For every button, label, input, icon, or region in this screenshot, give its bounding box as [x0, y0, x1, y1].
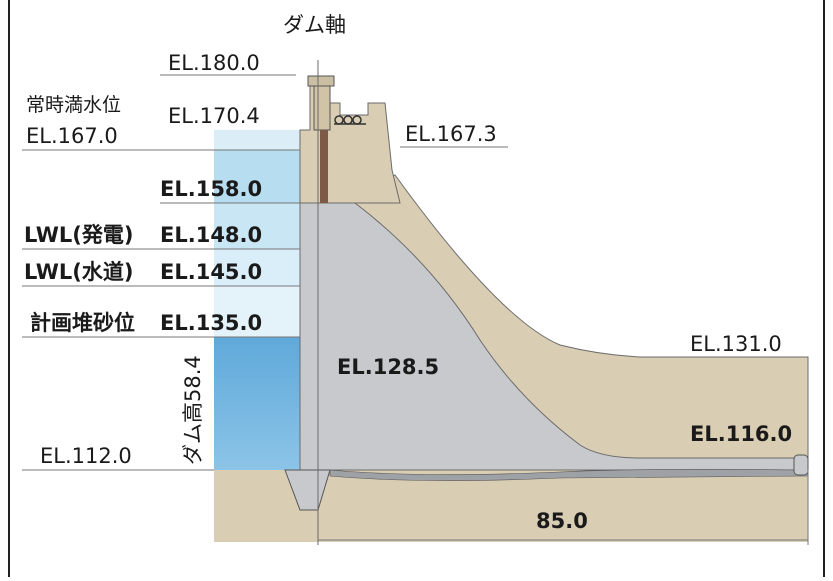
dam-axis-label: ダム軸 — [283, 13, 346, 37]
water-surcharge-zone — [214, 130, 300, 150]
water-sediment-zone — [214, 337, 300, 470]
lwl-power-title: LWL(発電) — [24, 223, 134, 247]
foundation-label: EL.112.0 — [40, 444, 132, 468]
lwl-water-title: LWL(水道) — [24, 260, 134, 284]
water-sediment-upper-zone — [214, 286, 300, 337]
base-length-label: 85.0 — [536, 509, 588, 533]
intake-tower — [313, 85, 331, 131]
gate-slot — [320, 130, 328, 203]
flood-water-label: EL.170.4 — [168, 104, 260, 128]
sediment-label: EL.135.0 — [160, 311, 262, 335]
lwl-water-label: EL.145.0 — [160, 260, 262, 284]
foundation-grout-line — [329, 469, 809, 481]
crest-road-railing — [334, 115, 366, 125]
downstream-toe — [793, 454, 809, 476]
dam-body-label: EL.128.5 — [337, 355, 439, 379]
water-lwl-power-zone — [214, 203, 300, 249]
lwl-power-label: EL.148.0 — [160, 223, 262, 247]
sediment-title: 計画堆砂位 — [30, 311, 135, 335]
normal-water-label: EL.167.0 — [26, 124, 118, 148]
el158-label: EL.158.0 — [160, 177, 262, 201]
normal-water-title: 常時満水位 — [26, 94, 121, 116]
water-upper-zone — [214, 150, 300, 203]
crest-road-label: EL.167.3 — [405, 122, 497, 146]
downstream-bed-label: EL.116.0 — [690, 422, 792, 446]
dam-height-label: ダム高58.4 — [181, 355, 205, 465]
tower-cap — [307, 75, 335, 87]
water-lwl-water-zone — [214, 249, 300, 286]
crest-elevation-label: EL.180.0 — [168, 51, 260, 75]
downstream-fill-label: EL.131.0 — [690, 332, 782, 356]
dam-body-concrete — [299, 202, 809, 471]
